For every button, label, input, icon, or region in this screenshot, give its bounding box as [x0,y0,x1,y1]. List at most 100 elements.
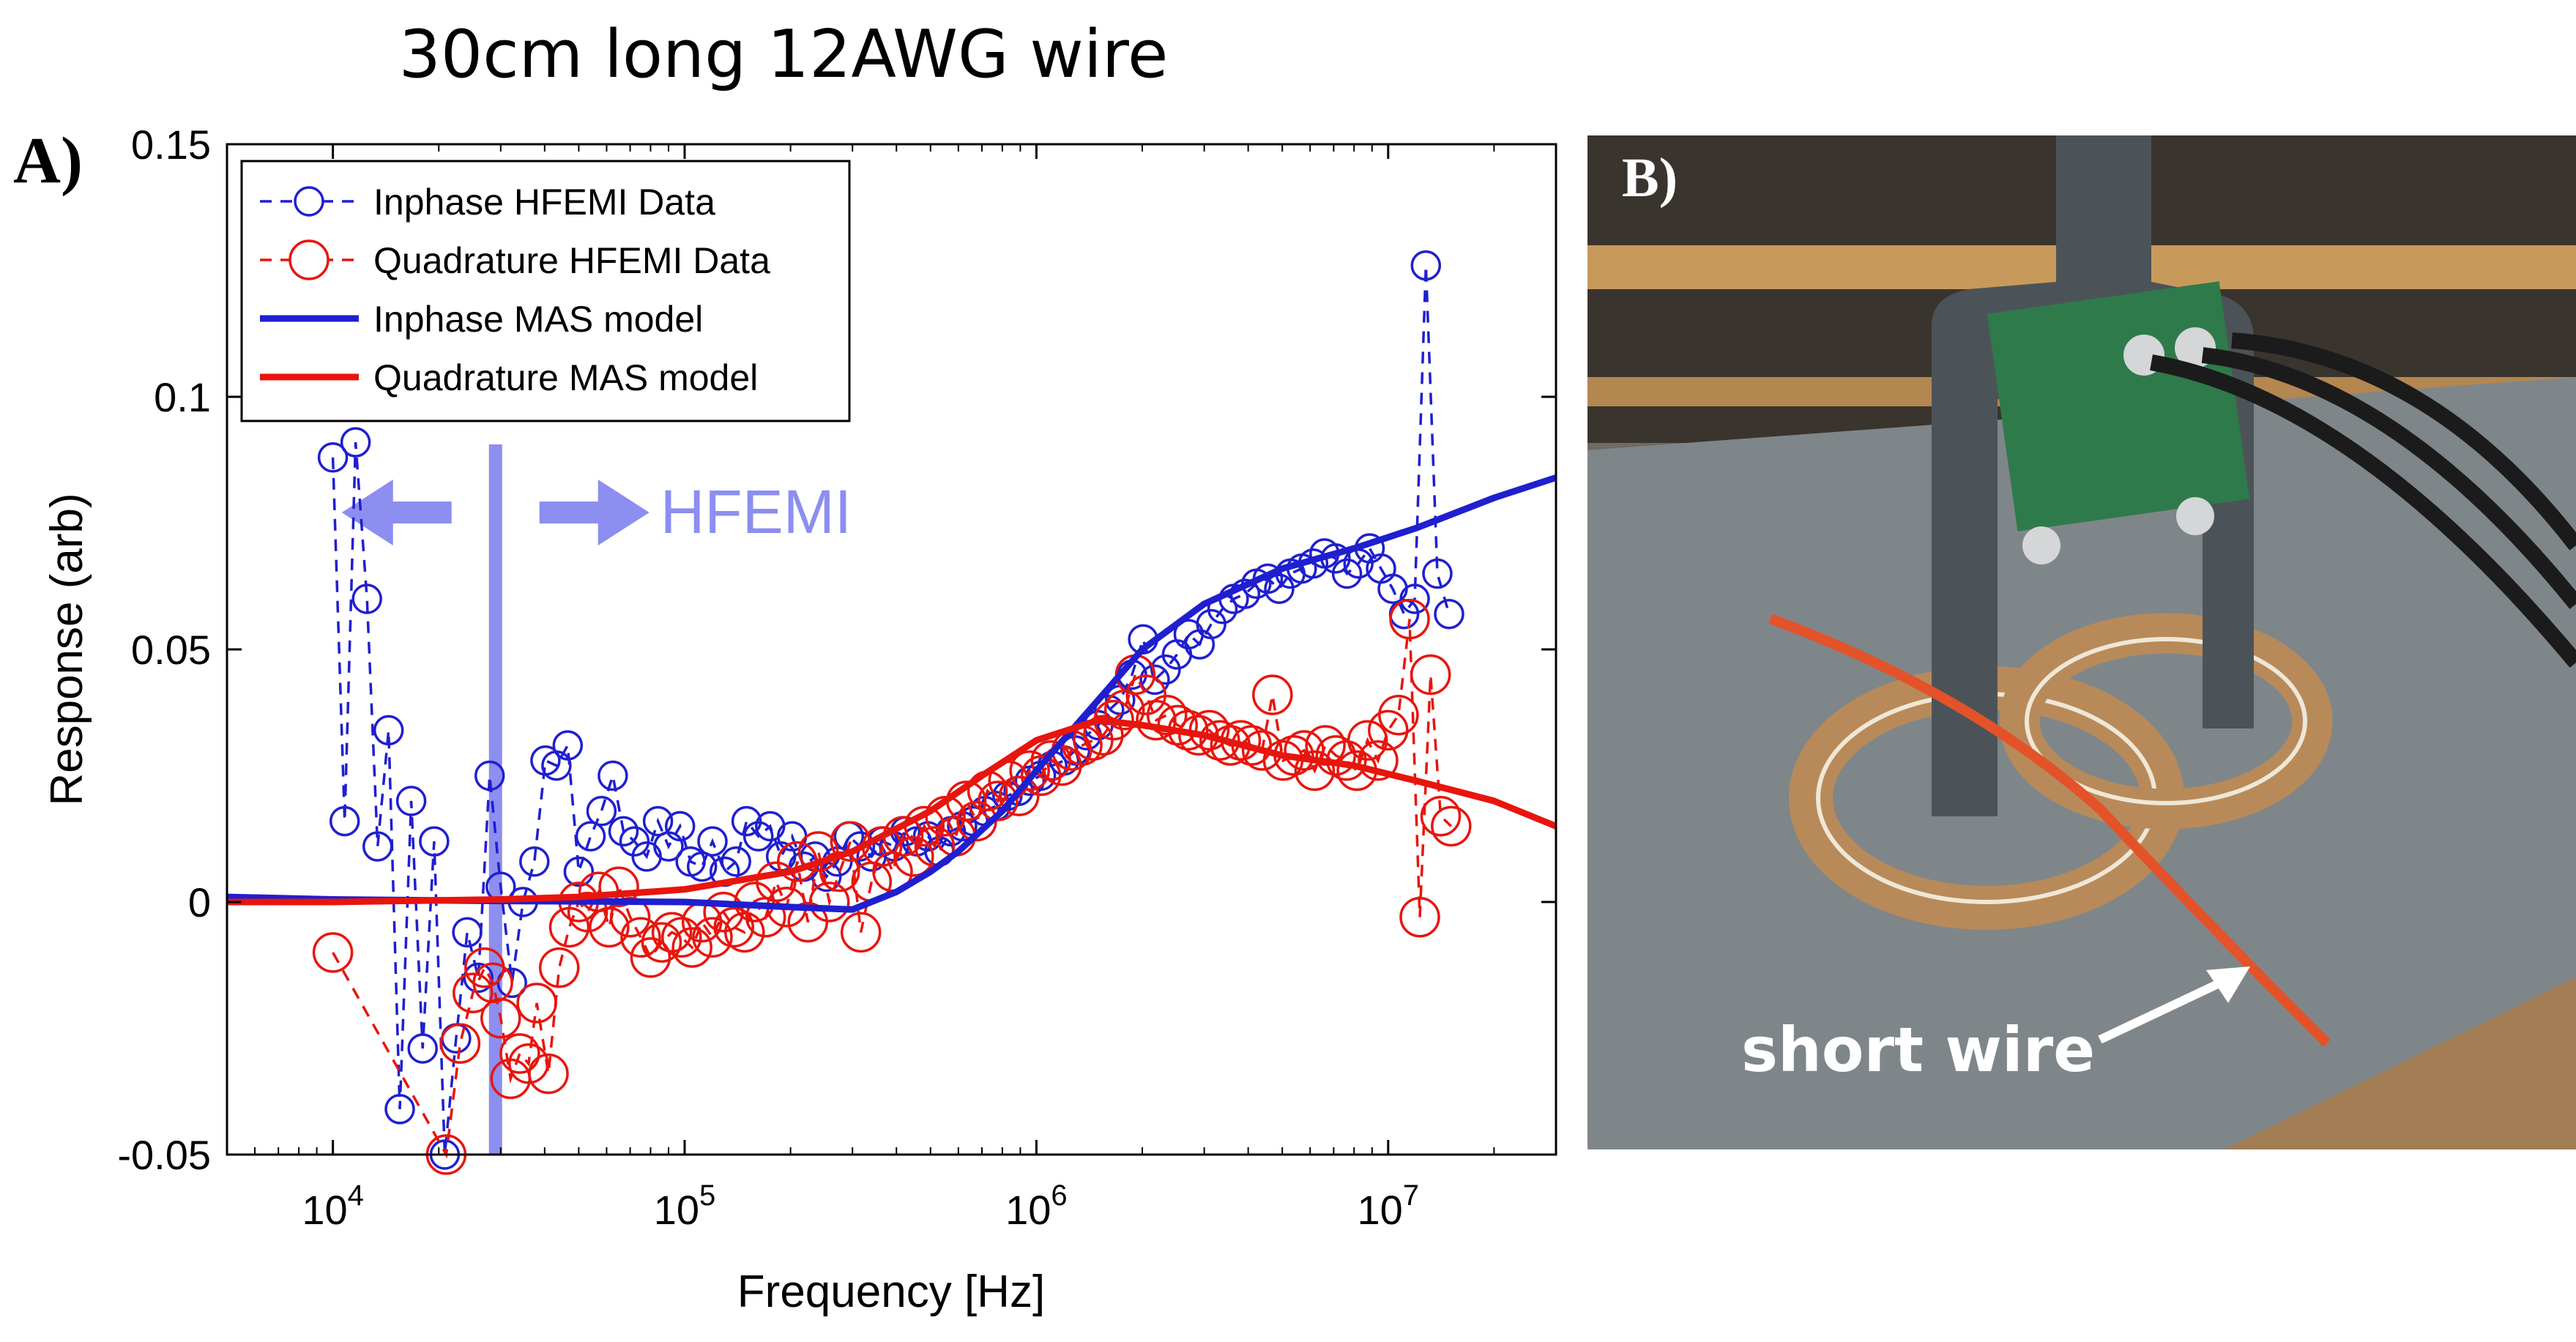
data-point [1347,720,1388,761]
data-point [1434,598,1464,630]
data-point [395,786,427,816]
photo-panel [1587,135,2576,1149]
y-tick-label: 0.15 [131,122,211,168]
data-point [808,881,850,922]
photo-caption: short wire [1741,1014,2096,1086]
data-point [480,997,521,1039]
y-tick-label: 0 [188,879,211,925]
data-point [1146,694,1188,736]
data-point [840,912,882,953]
legend: Inphase HFEMI Data Quadrature HFEMI Data I… [240,160,851,422]
data-point [1294,750,1336,791]
data-point [598,760,628,791]
data-point [844,831,876,862]
data-point [340,427,371,458]
data-point [1139,664,1170,696]
panel-a-label: A) [13,124,83,197]
legend-entry-label: Inphase HFEMI Data [373,182,715,223]
data-point [671,927,712,968]
data-point [419,826,450,857]
data-point [1083,715,1124,756]
data-point [787,901,829,943]
data-point [797,831,839,872]
y-axis-label: Response (arb) [42,493,92,805]
x-axis-label: Frequency [Hz] [737,1267,1045,1317]
data-point [756,861,797,903]
data-point [619,826,650,857]
data-point [552,730,584,761]
data-point [586,796,617,827]
data-point [589,906,630,948]
data-point [329,805,360,837]
data-point [630,937,671,978]
data-point [508,1043,549,1084]
data-point [516,983,557,1024]
data-point [1020,755,1062,797]
caption-arrow [2098,973,2234,1044]
data-point [1199,720,1240,761]
data-point [351,584,382,614]
x-tick-label: 106 [1005,1179,1068,1233]
data-point [1331,558,1363,589]
data-point [1422,558,1453,589]
series-layer [226,250,1557,1175]
data-point [686,851,718,882]
data-point [1431,805,1472,847]
hfemi-label: HFEMI [660,477,852,546]
data-point [373,715,404,746]
data-point [453,972,494,1013]
data-point [312,932,354,973]
coax-cable-2 [2201,347,2576,609]
panel-b-label: B) [1622,147,1678,209]
data-point [1150,654,1181,685]
metal-table [1587,377,2576,1149]
data-point [439,1023,481,1064]
figure-title: 30cm long 12AWG wire [398,16,1169,93]
data-point [563,856,595,887]
data-point [1284,730,1325,771]
cardboard-corner [2225,977,2576,1149]
hfemi-left-arrowhead [341,480,393,545]
coax-cable-1 [2150,354,2576,668]
legend-swatch-marker [289,239,330,280]
legend-entry-label: Quadrature HFEMI Data [373,240,770,281]
data-point [1358,740,1399,781]
data-point [664,810,696,842]
data-point [499,1033,540,1074]
data-point [692,917,733,958]
y-tick-label: -0.05 [117,1132,211,1178]
data-point [1410,654,1451,696]
data-point [893,836,934,877]
data-point [1399,584,1430,614]
data-point [1368,709,1409,751]
data-point [575,821,606,852]
data-point [474,760,505,791]
data-point [724,912,765,953]
data-point [1196,608,1226,640]
x-tick-label: 105 [654,1179,716,1233]
data-point [1136,699,1177,741]
data-point [641,922,682,963]
y-tick-label: 0.1 [154,374,211,420]
data-point [620,917,661,958]
data-point [519,846,550,877]
axes-layer: -0.05 0 0.05 0.1 0.15 104 105 106 107 [117,122,1557,1233]
y-tick-label: 0.05 [131,627,211,673]
series-line-3 [227,717,1557,906]
series-line-2 [226,474,1557,913]
data-point [661,917,702,958]
data-point [452,917,483,948]
circuit-board [1987,281,2250,532]
data-point [742,821,774,852]
data-point [528,1053,569,1095]
data-point [608,816,639,847]
data-point [1178,715,1219,756]
data-point [317,442,349,473]
data-point [1264,573,1295,604]
data-point [999,775,1040,816]
legend-swatch-marker [294,186,324,217]
data-point [1241,730,1283,771]
data-point [713,906,754,948]
x-tick-label: 104 [302,1179,364,1233]
right-coil-winding [2025,637,2307,805]
